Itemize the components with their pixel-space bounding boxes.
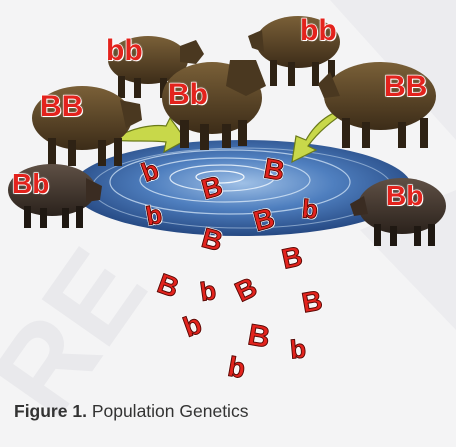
genotype-label: Bb — [167, 78, 208, 111]
genotype-label: bb — [105, 34, 143, 67]
boar-top-right — [248, 16, 340, 86]
boar-bottom-right — [350, 178, 446, 246]
genotype-label: Bb — [11, 168, 50, 199]
genotype-label: BB — [39, 90, 84, 123]
boar-left — [32, 86, 142, 166]
allele-letter: b — [197, 275, 218, 308]
caption-text: Population Genetics — [91, 401, 249, 421]
genotype-label: BB — [383, 70, 428, 103]
figure-caption: Figure 1. Population Genetics — [14, 401, 248, 422]
water-pond — [72, 140, 412, 236]
allele-letter: b — [300, 193, 320, 225]
boar-right — [318, 62, 436, 148]
genotype-label: bb — [299, 14, 337, 47]
boar-bottom-left — [8, 164, 102, 228]
figure-label: Figure 1. — [14, 401, 87, 421]
inflow-arrow-right — [291, 107, 353, 164]
boar-center — [162, 60, 266, 150]
allele-letter: b — [288, 333, 308, 365]
genotype-label: Bb — [385, 180, 424, 211]
